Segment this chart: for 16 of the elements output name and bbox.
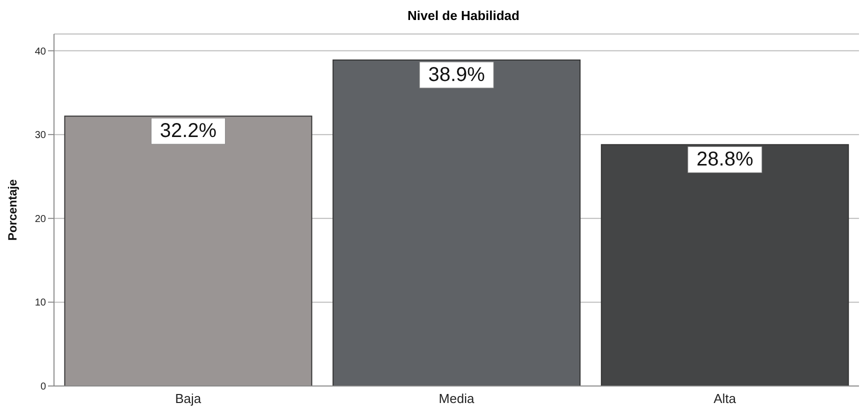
bar: [332, 59, 581, 386]
chart-title: Nivel de Habilidad: [406, 8, 520, 25]
data-label: 28.8%: [696, 148, 754, 171]
x-tick-label: Baja: [175, 391, 202, 406]
bar: [600, 144, 849, 386]
x-tick-label: Alta: [714, 391, 737, 406]
y-tick-label: 10: [34, 298, 46, 309]
y-axis-title: Porcentaje: [5, 178, 20, 241]
y-tick-label: 0: [40, 382, 46, 393]
y-tick-label: 30: [34, 130, 46, 142]
y-tick-label: 20: [34, 214, 46, 225]
y-tick-label: 40: [34, 46, 46, 58]
data-label: 38.9%: [428, 64, 486, 86]
bar: [64, 116, 312, 386]
x-tick-label: Media: [438, 391, 475, 406]
data-label: 32.2%: [160, 120, 217, 142]
